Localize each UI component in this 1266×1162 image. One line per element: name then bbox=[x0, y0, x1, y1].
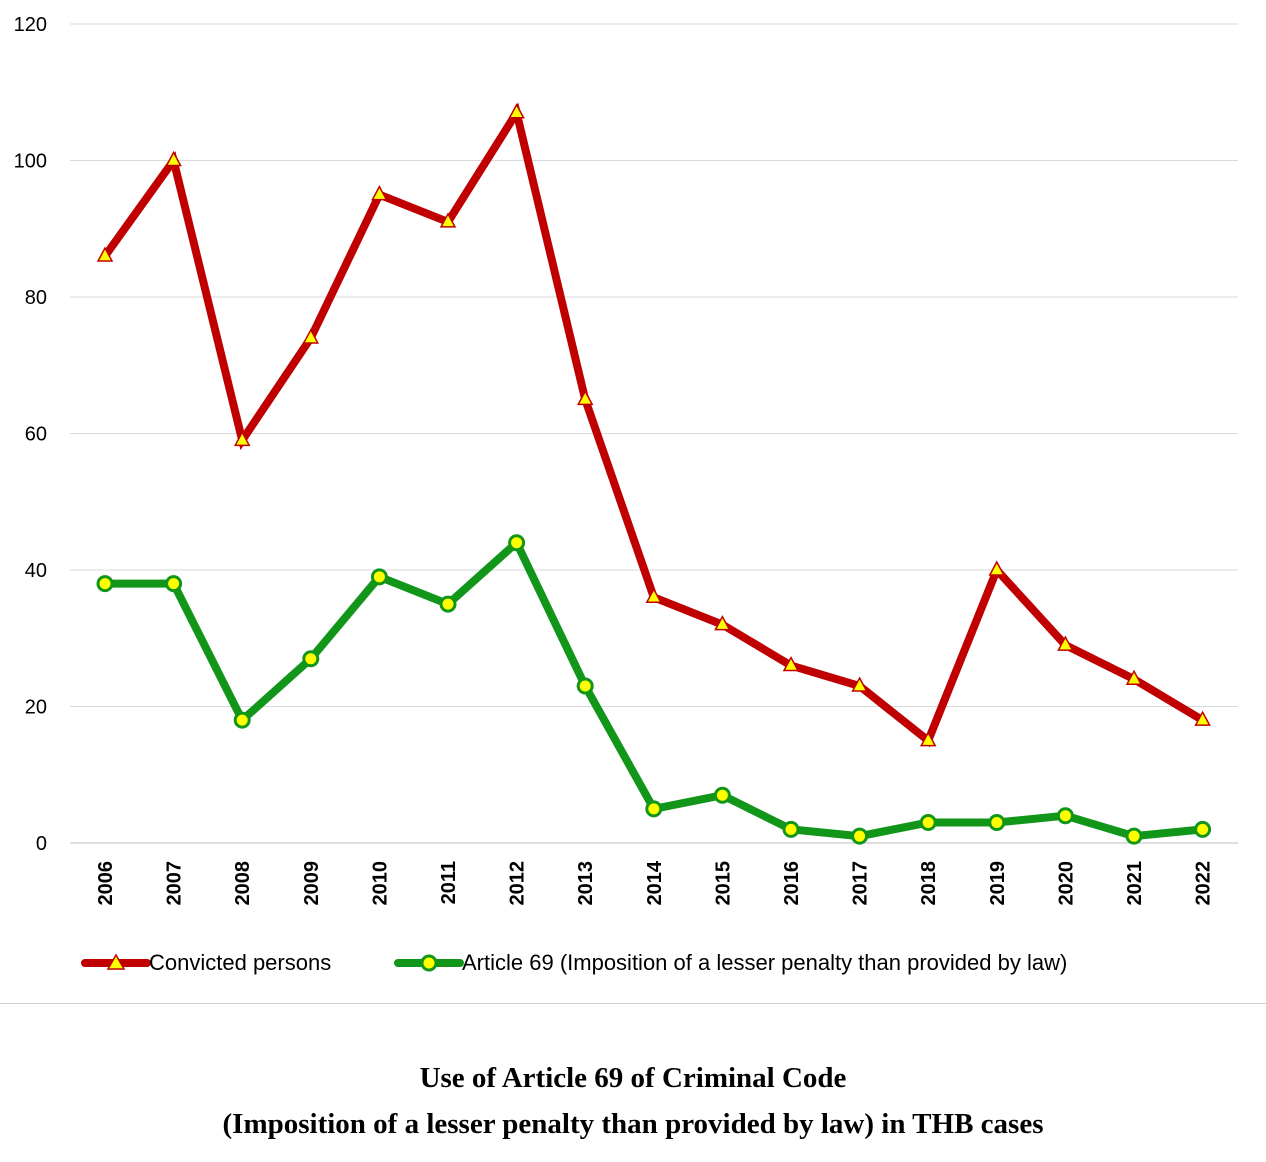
series-layer bbox=[96, 102, 1212, 845]
y-tick-label: 40 bbox=[25, 560, 47, 582]
data-point-triangle bbox=[645, 587, 663, 604]
data-point-circle bbox=[1194, 820, 1212, 838]
caption-title: Use of Article 69 of Criminal Code bbox=[419, 1062, 847, 1094]
data-point-triangle bbox=[988, 560, 1006, 576]
legend-label-article69: Article 69 (Imposition of a lesser penal… bbox=[462, 950, 1067, 975]
data-point-triangle bbox=[233, 430, 251, 447]
legend-item-convicted: Convicted persons bbox=[81, 950, 331, 975]
data-point-triangle bbox=[576, 389, 594, 406]
x-tick-label: 2019 bbox=[987, 861, 1009, 906]
y-tick-label: 100 bbox=[14, 151, 47, 173]
data-point-triangle bbox=[919, 731, 937, 747]
separator-line bbox=[0, 1003, 1266, 1004]
x-tick-label: 2006 bbox=[95, 861, 117, 906]
data-point-circle bbox=[988, 814, 1006, 832]
y-tick-label: 20 bbox=[25, 697, 47, 719]
data-point-triangle bbox=[371, 185, 388, 201]
data-point-circle bbox=[919, 814, 937, 832]
x-tick-label: 2022 bbox=[1193, 861, 1215, 906]
data-point-circle bbox=[370, 568, 388, 586]
y-tick-label: 80 bbox=[25, 287, 47, 309]
data-point-circle bbox=[508, 534, 526, 552]
data-point-circle bbox=[713, 786, 731, 804]
legend: Convicted persons Article 69 (Imposition… bbox=[81, 950, 1067, 975]
x-axis-ticks: 2006 2007 2008 2009 2010 2011 2012 2013 2014 2015… bbox=[95, 860, 1215, 905]
x-tick-label: 2008 bbox=[232, 861, 254, 906]
data-point-triangle bbox=[1194, 710, 1211, 726]
legend-triangle-marker bbox=[106, 953, 126, 970]
x-tick-label: 2009 bbox=[301, 861, 323, 906]
data-point-circle bbox=[851, 827, 869, 845]
data-point-triangle bbox=[851, 676, 868, 692]
x-tick-label: 2013 bbox=[575, 861, 597, 906]
data-point-triangle bbox=[782, 655, 800, 672]
series-convicted bbox=[96, 102, 1211, 748]
x-tick-label: 2014 bbox=[644, 860, 666, 905]
x-tick-label: 2007 bbox=[164, 861, 186, 906]
y-axis-ticks: 0 20 40 60 80 100 120 bbox=[14, 14, 47, 855]
data-point-circle bbox=[233, 711, 251, 729]
legend-circle-marker bbox=[420, 954, 438, 972]
x-tick-label: 2017 bbox=[850, 861, 872, 906]
x-tick-label: 2018 bbox=[918, 861, 940, 906]
x-tick-label: 2020 bbox=[1055, 861, 1077, 906]
series-article69 bbox=[96, 534, 1212, 845]
x-tick-label: 2016 bbox=[781, 861, 803, 906]
x-tick-label: 2010 bbox=[369, 861, 391, 906]
data-point-circle bbox=[96, 575, 114, 593]
data-point-triangle bbox=[302, 328, 320, 344]
gridlines bbox=[70, 23, 1238, 844]
y-tick-label: 0 bbox=[36, 833, 47, 855]
y-tick-label: 120 bbox=[14, 14, 47, 36]
data-point-circle bbox=[439, 595, 457, 613]
data-point-circle bbox=[302, 650, 320, 668]
data-point-circle bbox=[782, 820, 800, 838]
data-point-circle bbox=[576, 677, 594, 695]
x-tick-label: 2015 bbox=[712, 861, 734, 906]
data-point-triangle bbox=[714, 615, 731, 631]
data-point-circle bbox=[645, 800, 663, 818]
data-point-circle bbox=[1056, 807, 1074, 825]
series-line bbox=[101, 102, 1207, 748]
data-point-triangle bbox=[508, 103, 525, 119]
data-point-triangle bbox=[1057, 635, 1074, 651]
data-point-triangle bbox=[1125, 669, 1143, 685]
data-point-triangle bbox=[96, 246, 114, 262]
line-chart: 0 20 40 60 80 100 120 2006 2007 2008 2009 2010 2011… bbox=[14, 14, 1238, 975]
data-point-triangle bbox=[165, 150, 182, 167]
caption-subtitle: (Imposition of a lesser penalty than pro… bbox=[222, 1108, 1044, 1140]
data-point-circle bbox=[165, 575, 183, 593]
legend-item-article69: Article 69 (Imposition of a lesser penal… bbox=[394, 950, 1067, 975]
x-tick-label: 2012 bbox=[507, 861, 529, 906]
y-tick-label: 60 bbox=[25, 424, 47, 446]
legend-label-convicted: Convicted persons bbox=[149, 950, 331, 975]
x-tick-label: 2021 bbox=[1124, 861, 1146, 906]
data-point-triangle bbox=[439, 212, 457, 228]
x-tick-label: 2011 bbox=[438, 861, 460, 904]
data-point-circle bbox=[1125, 827, 1143, 845]
